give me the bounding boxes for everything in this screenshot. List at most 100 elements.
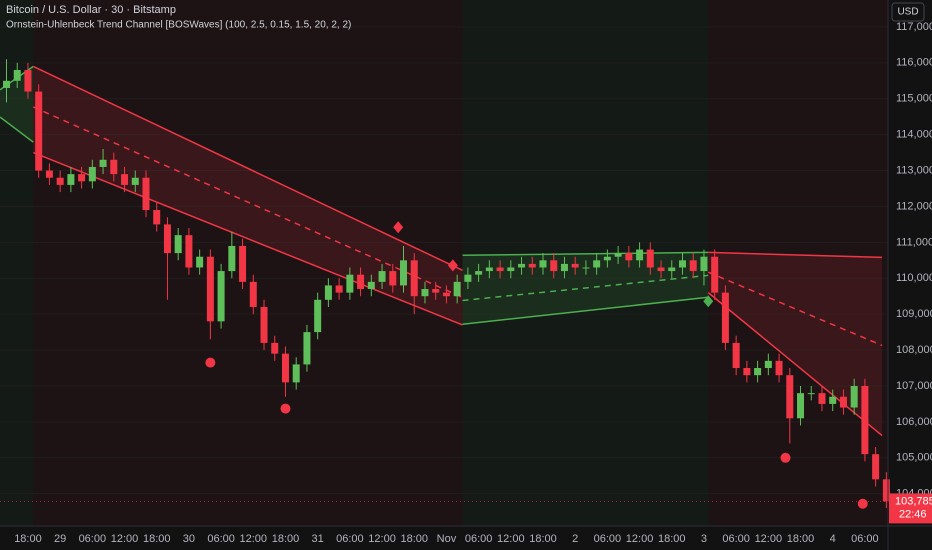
candle-body <box>839 396 847 408</box>
channel-middle <box>33 106 463 298</box>
candle-body <box>174 235 182 254</box>
candle-body <box>410 260 418 297</box>
x-tick-label: 18:00 <box>658 533 686 545</box>
y-tick-label: 105,000 <box>896 452 932 464</box>
chart-title: Bitcoin / U.S. Dollar · 30 · Bitstamp <box>6 4 176 16</box>
candle-body <box>507 267 515 272</box>
candle-body <box>163 224 171 254</box>
candle-body <box>614 253 622 257</box>
candle-body <box>485 267 493 272</box>
candle-body <box>657 267 665 272</box>
candle-body <box>582 267 590 269</box>
channel-middle <box>462 274 709 302</box>
candle-body <box>764 360 772 369</box>
candle-body <box>496 267 504 272</box>
candle-body <box>346 274 354 293</box>
candle-body <box>367 281 375 290</box>
y-tick-label: 108,000 <box>896 344 932 356</box>
candle-body <box>13 70 21 81</box>
candle-body <box>593 260 601 268</box>
candle-body <box>560 263 568 272</box>
candle-body <box>571 263 579 268</box>
y-tick-label: 110,000 <box>896 272 932 284</box>
candle-body <box>314 299 322 333</box>
candle-body <box>389 271 397 286</box>
candle-body <box>689 260 697 272</box>
candle-body <box>400 260 408 286</box>
x-tick-label: 31 <box>312 533 324 545</box>
candle-body <box>121 174 129 185</box>
signal-diamond <box>393 221 404 234</box>
candle-body <box>861 385 869 455</box>
candle-body <box>78 174 86 182</box>
x-tick-label: 12:00 <box>111 533 139 545</box>
x-tick-label: 12:00 <box>626 533 654 545</box>
candle-body <box>324 285 332 300</box>
candle-body <box>754 368 762 376</box>
y-tick-label: 113,000 <box>896 164 932 176</box>
candle-body <box>668 267 676 272</box>
signal-diamond <box>703 295 714 308</box>
candle-body <box>35 91 43 171</box>
signal-circle <box>857 498 868 509</box>
signal-circle <box>280 403 291 414</box>
x-tick-label: 18:00 <box>529 533 557 545</box>
x-tick-label: 12:00 <box>368 533 396 545</box>
y-tick-label: 106,000 <box>896 416 932 428</box>
candle-body <box>528 263 536 268</box>
candle-body <box>99 159 107 167</box>
x-tick-label: 12:00 <box>240 533 268 545</box>
x-tick-label: 18:00 <box>14 533 42 545</box>
currency[interactable]: USD <box>897 7 918 18</box>
trend-background <box>708 0 888 526</box>
candle-body <box>829 396 837 404</box>
candle-body <box>292 364 300 383</box>
x-tick-label: 06:00 <box>336 533 364 545</box>
x-tick-label: 06:00 <box>79 533 107 545</box>
x-tick-label: 30 <box>183 533 195 545</box>
candle-body <box>807 393 815 395</box>
countdown-label: 22:46 <box>899 508 927 520</box>
candle-body <box>786 375 794 419</box>
x-tick-label: Nov <box>437 533 457 545</box>
channel-lower <box>462 296 709 325</box>
candle-body <box>228 245 236 272</box>
x-tick-label: 18:00 <box>400 533 428 545</box>
candle-body <box>249 281 257 307</box>
last-price-label: 103,785 <box>895 495 932 507</box>
candle-body <box>67 174 75 185</box>
candle-body <box>110 159 118 175</box>
candle-body <box>335 285 343 293</box>
channel-fill <box>33 66 463 325</box>
candle-body <box>196 256 204 268</box>
candle-body <box>131 177 139 185</box>
channel-upper <box>33 65 463 272</box>
candle-body <box>818 393 826 404</box>
x-tick-label: 29 <box>54 533 66 545</box>
candle-body <box>797 393 805 419</box>
candle-body <box>239 245 247 282</box>
channel-lower <box>33 151 463 326</box>
candle-body <box>217 271 225 322</box>
channel-upper <box>708 251 883 259</box>
candle-body <box>872 454 880 480</box>
signal-circle <box>780 452 791 463</box>
candle-body <box>142 177 150 211</box>
y-tick-label: 109,000 <box>896 308 932 320</box>
y-tick-label: 114,000 <box>896 129 932 141</box>
currency-button[interactable] <box>891 2 925 22</box>
candle-body <box>518 263 526 268</box>
candle-body <box>153 210 161 225</box>
signal-circle <box>205 357 216 368</box>
candle-body <box>603 256 611 261</box>
x-tick-label: 4 <box>830 533 836 545</box>
candle-body <box>88 166 96 182</box>
candle-body <box>464 274 472 282</box>
y-tick-label: 107,000 <box>896 380 932 392</box>
x-tick-label: 06:00 <box>594 533 622 545</box>
candle-body <box>646 249 654 268</box>
candle-body <box>281 353 289 383</box>
candle-body <box>550 260 558 272</box>
candle-body <box>882 479 890 502</box>
